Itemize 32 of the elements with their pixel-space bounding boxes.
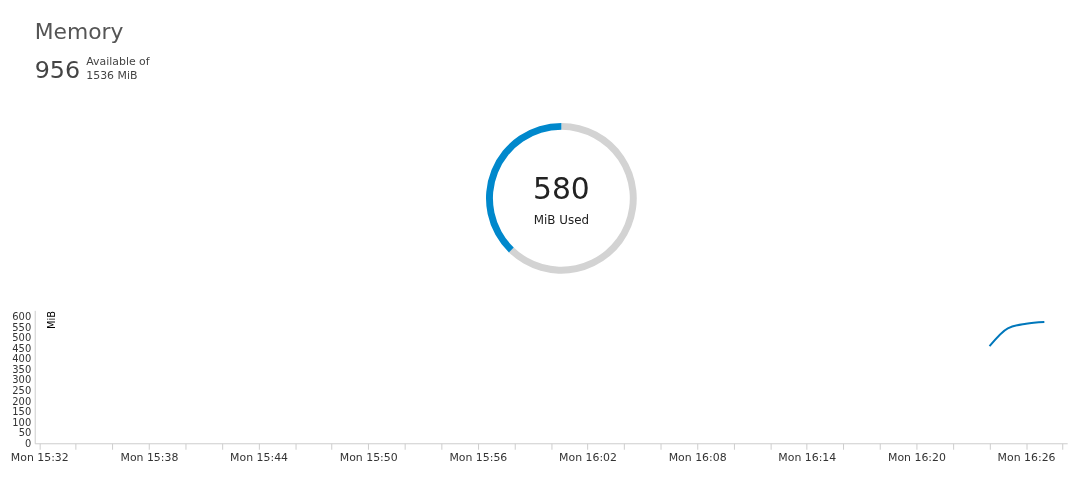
- y-tick-label: 200: [12, 395, 32, 407]
- y-tick-label: 300: [12, 374, 32, 386]
- text: MiB Used: [533, 213, 589, 228]
- y-axis-title: MiB: [46, 310, 58, 329]
- x-tick-label: Mon 16:08: [668, 450, 727, 464]
- text: 956: [34, 56, 81, 85]
- x-tick-label: Mon 16:20: [887, 450, 946, 464]
- line-series: [988, 320, 1046, 348]
- text: 1536 MiB: [86, 69, 138, 83]
- y-tick-label: 250: [12, 385, 32, 397]
- y-tick-label: 550: [12, 321, 32, 333]
- text: Memory: [34, 18, 124, 44]
- y-tick-label: 0: [24, 437, 32, 449]
- y-tick-label: 50: [18, 427, 32, 439]
- x-tick-label: Mon 16:26: [997, 450, 1056, 464]
- x-tick-label: Mon 15:50: [339, 450, 398, 464]
- x-tick-label: Mon 15:56: [449, 450, 508, 464]
- x-tick-label: Mon 15:38: [120, 450, 179, 464]
- y-tick-label: 450: [12, 342, 32, 354]
- x-tick-label: Mon 16:14: [778, 450, 837, 464]
- y-tick-label: 600: [12, 311, 32, 323]
- y-tick-label: 400: [12, 353, 32, 365]
- x-tick-label: Mon 15:32: [10, 450, 69, 464]
- y-tick-label: 150: [12, 406, 32, 418]
- data-label: 580: [532, 171, 590, 207]
- y-tick-label: 100: [12, 416, 32, 428]
- text: Available of: [86, 55, 151, 69]
- donut-slice: [508, 122, 637, 274]
- x-tick-label: Mon 16:02: [559, 450, 617, 464]
- y-tick-label: 350: [12, 363, 32, 375]
- y-tick-label: 500: [12, 332, 32, 344]
- x-tick-label: Mon 15:44: [230, 450, 289, 464]
